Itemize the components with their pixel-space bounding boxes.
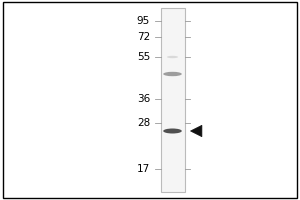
Text: 95: 95 — [137, 16, 150, 26]
Ellipse shape — [163, 129, 182, 134]
Text: 72: 72 — [137, 32, 150, 42]
Ellipse shape — [167, 56, 178, 58]
Bar — [160, 8, 184, 192]
Text: 28: 28 — [137, 118, 150, 128]
Text: 17: 17 — [137, 164, 150, 174]
Text: 55: 55 — [137, 52, 150, 62]
Polygon shape — [190, 125, 202, 137]
Text: 36: 36 — [137, 94, 150, 104]
Ellipse shape — [163, 72, 182, 76]
